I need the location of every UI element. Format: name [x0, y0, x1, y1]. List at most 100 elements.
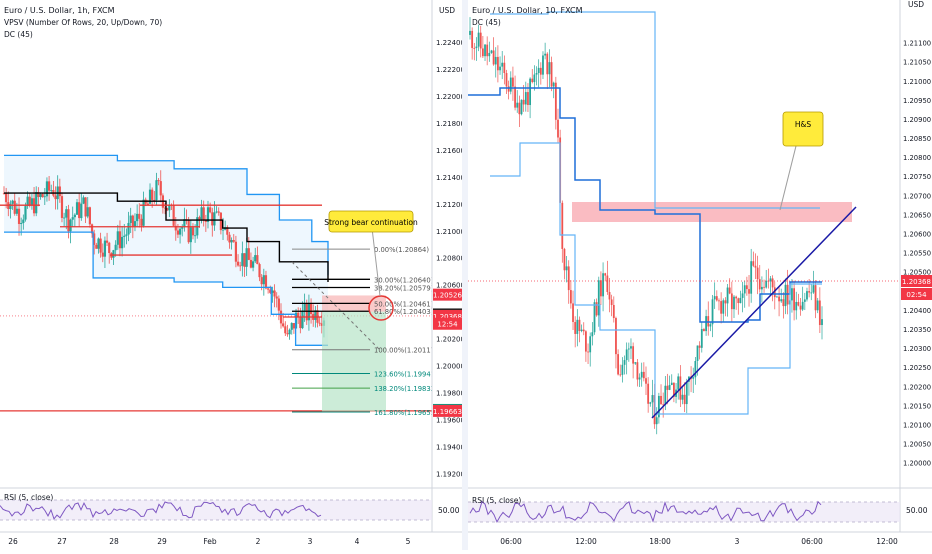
left-candle-body: [309, 302, 313, 315]
right-candle-body: [713, 296, 716, 300]
panel-separator[interactable]: [462, 0, 468, 550]
left-candle-body: [47, 181, 51, 191]
left-chart-panel[interactable]: 0.00%(1.20864) 30.00%(1.20640)38.20%(1.20…: [0, 0, 465, 546]
left-candle-body: [60, 196, 64, 218]
left-candle-body: [17, 208, 21, 224]
right-candle-body: [550, 62, 553, 87]
right-candle-body: [602, 273, 604, 297]
left-candle-body: [286, 333, 289, 335]
right-chart-panel[interactable]: H&S Euro / U.S. Dollar, 10, FXCM DC (45)…: [468, 0, 932, 546]
left-candle-body: [187, 219, 190, 243]
left-candle-body: [230, 240, 233, 243]
right-price-tick: 1.20650: [903, 211, 931, 219]
right-candle-body: [619, 374, 622, 376]
right-candle-body: [582, 329, 585, 332]
left-indicator-vpsv[interactable]: VPSV (Number Of Rows, 20, Up/Down, 70): [4, 18, 162, 27]
left-candle-body: [37, 192, 40, 198]
profit-zone: [322, 311, 386, 412]
right-candle-body: [518, 102, 521, 115]
left-symbol-title[interactable]: Euro / U.S. Dollar, 1h, FXCM: [4, 6, 115, 15]
right-candle-body: [608, 291, 611, 300]
left-rsi-title[interactable]: RSI (5, close): [4, 493, 53, 502]
left-time-tick: 29: [157, 537, 167, 546]
right-indicator-dc[interactable]: DC (45): [472, 18, 501, 27]
right-candle-body: [769, 278, 772, 282]
left-price-tick: 1.19400: [436, 443, 465, 451]
left-candle-body: [131, 215, 134, 227]
right-price-tick: 1.20400: [903, 307, 931, 315]
left-candle-body: [75, 202, 79, 215]
right-candle-body: [662, 404, 665, 406]
right-symbol-title[interactable]: Euro / U.S. Dollar, 10, FXCM: [472, 6, 583, 15]
left-price-tick: 1.19600: [436, 416, 465, 424]
right-candle-body: [529, 78, 531, 106]
right-rsi-title[interactable]: RSI (5, close): [472, 496, 521, 505]
fib-level-label: 38.20%(1.20579): [374, 285, 434, 293]
left-candle-body: [20, 223, 23, 224]
right-candle-body: [812, 285, 815, 293]
left-candle-body: [101, 252, 104, 257]
right-candle-body: [705, 316, 707, 332]
left-candle-body: [65, 209, 68, 218]
left-time-tick: 5: [406, 537, 411, 546]
left-candle-body: [41, 194, 44, 198]
left-candle-body: [159, 181, 162, 196]
right-price-tick: 1.20850: [903, 135, 931, 143]
left-candle-body: [118, 231, 122, 249]
right-candle-body: [773, 287, 776, 298]
left-candle-body: [243, 253, 246, 267]
left-candles: [2, 170, 326, 340]
left-candle-body: [176, 230, 180, 235]
right-candle-body: [709, 324, 712, 327]
left-candle-body: [202, 207, 205, 220]
ascending-trendline[interactable]: [651, 206, 857, 419]
right-candle-body: [642, 371, 645, 379]
fib-level-label: 30.00%(1.20640): [374, 276, 434, 284]
left-indicator-dc[interactable]: DC (45): [4, 30, 33, 39]
right-price-tick: 1.20800: [903, 154, 931, 162]
right-candle-body: [647, 383, 650, 404]
right-candle-body: [471, 30, 474, 48]
right-candle-body: [505, 73, 508, 87]
left-price-badge: [433, 288, 462, 301]
right-candle-body: [750, 261, 753, 294]
left-candle-body: [217, 211, 220, 213]
left-candle-body: [301, 310, 304, 329]
right-candle-body: [512, 77, 514, 87]
left-candle-body: [269, 289, 272, 293]
right-candle-body: [726, 287, 729, 304]
right-plot-area[interactable]: [468, 0, 900, 488]
left-candle-body: [54, 195, 57, 200]
right-candle-body: [589, 336, 592, 353]
right-candle-body: [634, 362, 637, 364]
right-candle-body: [722, 300, 725, 314]
right-time-tick: 06:00: [500, 537, 522, 546]
left-candle-body: [254, 255, 257, 262]
left-price-tick: 1.22000: [436, 93, 465, 101]
right-candle-body: [754, 265, 757, 268]
right-candle-body: [700, 329, 703, 348]
right-candle-body: [499, 66, 501, 71]
left-price-tick: 1.19200: [436, 470, 465, 478]
left-candle-body: [15, 208, 18, 214]
right-candle-body: [494, 56, 497, 65]
right-candle-body: [610, 299, 613, 305]
left-price-axis[interactable]: [432, 0, 462, 532]
right-candle-body: [816, 300, 819, 311]
right-candle-body: [808, 291, 811, 293]
left-candle-body: [163, 207, 167, 209]
right-candle-body: [469, 30, 471, 35]
left-candle-body: [249, 259, 253, 268]
right-candle-body: [818, 300, 821, 326]
bear-callout: Strong bear continuation: [324, 210, 418, 297]
right-price-axis[interactable]: [900, 0, 932, 532]
right-candle-body: [522, 99, 525, 105]
left-price-ticks: 1.22400 1.22200 1.22000 1.21800 1.21600 1.214…: [436, 39, 465, 478]
callout-box: [328, 210, 414, 233]
left-time-tick: 2: [256, 537, 261, 546]
right-candle-body: [606, 275, 609, 292]
right-candle-body: [578, 319, 581, 332]
right-candle-body: [763, 286, 765, 288]
fib-level-label: 100.00%(1.20117): [374, 347, 438, 355]
